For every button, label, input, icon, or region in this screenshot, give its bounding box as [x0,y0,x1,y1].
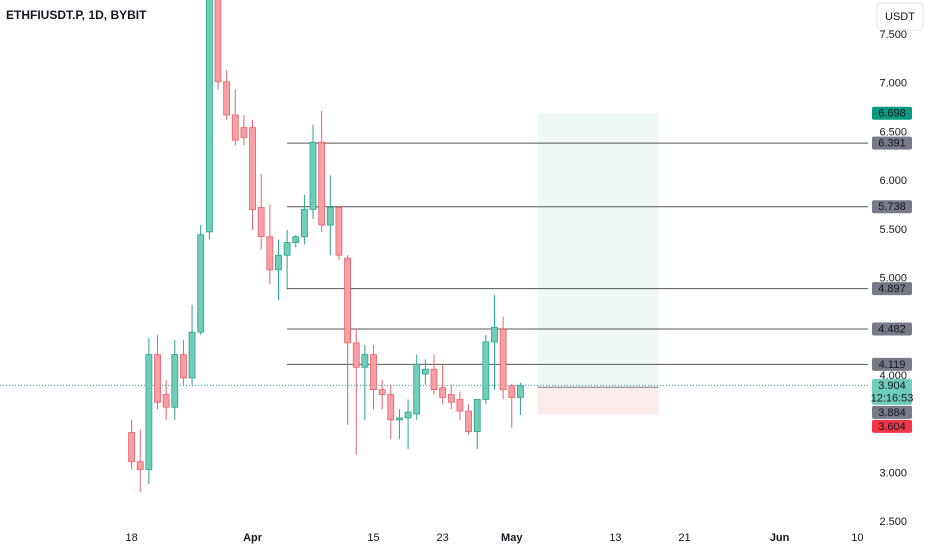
x-tick-label: 18 [125,532,137,544]
price-label: 4.482 [878,323,906,335]
candle-body [309,141,317,210]
y-tick-label: 5.500 [879,224,907,236]
candle-body [249,127,256,210]
candle-body [145,354,153,470]
candle-body [180,354,187,379]
price-label: 6.391 [878,138,906,150]
countdown: 12:16:53 [871,392,914,404]
currency[interactable]: USDT [885,11,915,23]
candle-body [361,354,369,368]
candle-body [318,141,326,226]
candle-body [231,114,239,141]
candle-body [352,342,360,368]
price-label-box [872,136,912,150]
candle-body [465,410,472,432]
price-label-box [872,322,912,336]
y-tick-label: 3.000 [879,467,907,479]
y-tick-label: 6.000 [879,175,907,187]
price-label: 6.698 [878,108,906,120]
candle-body [378,389,386,395]
x-tick-label: 15 [367,532,379,544]
candle-body [439,387,447,398]
y-tick-label: 2.500 [879,516,907,528]
candle-body [326,207,334,226]
candle-body [214,0,222,83]
price-label-box [872,282,912,296]
plot-area [0,0,868,492]
candle-body [335,207,343,256]
candle-body [205,0,213,233]
candle-body [240,127,248,138]
candle-body [292,236,300,243]
x-tick-label: 23 [437,532,449,544]
x-tick-label: Apr [243,532,263,544]
candle-body [517,384,524,398]
candle-body [370,354,377,391]
candle-body [223,81,231,116]
candle-body [482,341,490,400]
x-tick-label: 21 [678,532,690,544]
candle-body [154,354,161,403]
candle-body [508,385,516,398]
stop-zone [537,387,659,415]
target-zone [537,113,659,388]
candle-body [136,461,144,470]
price-label: 3.904 [878,380,906,392]
y-tick-label: 6.500 [879,126,907,138]
y-tick-label: 7.500 [879,29,907,41]
candle-body [283,242,291,256]
candle-body [128,432,136,463]
candle-body [300,209,308,238]
x-tick-label: 10 [851,532,863,544]
candle-body [266,236,274,271]
candle-body [404,411,412,419]
candle-body [171,354,179,408]
candle-body [491,326,498,343]
price-label-box [872,357,912,371]
price-label-box [872,419,912,433]
currency-button[interactable] [876,2,924,31]
price-label: 4.119 [879,359,906,371]
candle-body [456,398,464,412]
price-label-box [872,200,912,214]
y-tick-label: 7.000 [879,78,907,90]
candle-body [473,398,481,432]
price-label: 4.897 [878,283,906,295]
price-label-box [872,106,912,120]
price-label: 5.738 [878,201,906,213]
price-label-box [872,405,912,419]
candle-body [430,368,438,391]
candle-body [387,394,395,421]
candle-body [275,254,282,271]
candle-body [344,257,352,344]
x-tick-label: 13 [609,532,621,544]
price-label: 3.604 [878,421,906,433]
price-label-box [872,378,912,405]
candle-body [413,363,421,415]
y-tick-label: 5.000 [879,273,907,285]
x-tick-label: Jun [770,532,790,544]
candle-body [447,394,455,403]
candle-body [396,417,403,421]
candle-body [499,328,507,391]
chart-title: ETHFIUSDT.P, 1D, BYBIT [6,8,147,22]
candle-body [197,234,205,333]
candle-body [421,368,429,375]
candle-body [162,394,170,408]
x-tick-label: May [501,532,523,544]
candle-body [188,331,196,379]
price-label: 3.884 [878,407,906,419]
candle-body [257,207,265,238]
